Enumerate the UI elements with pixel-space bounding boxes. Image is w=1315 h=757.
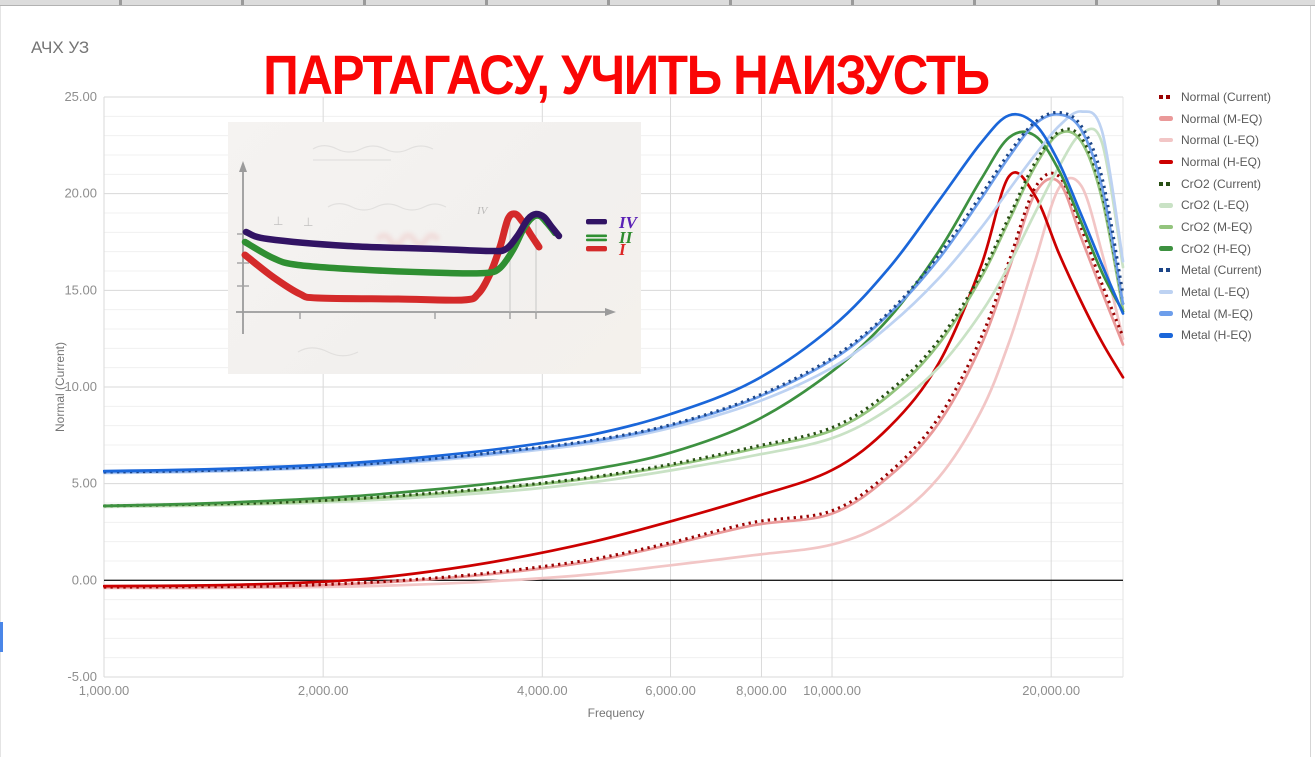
red-ghost-smudge — [375, 232, 441, 248]
y-tick-label: 5.00 — [72, 476, 97, 491]
legend-swatch-solid — [1159, 289, 1173, 295]
legend-item[interactable]: Normal (H-EQ) — [1159, 151, 1309, 173]
left-edge-selection-mark — [0, 622, 3, 652]
y-tick-label: 20.00 — [64, 186, 97, 201]
legend-item-label: Normal (M-EQ) — [1181, 111, 1263, 126]
sketch-legend-numeral: II — [618, 228, 634, 247]
spreadsheet-top-strip — [0, 0, 1315, 6]
legend-swatch-dotted — [1159, 94, 1173, 99]
legend-item[interactable]: Metal (M-EQ) — [1159, 303, 1309, 325]
series-curve-metal-m-eq- — [103, 112, 1125, 474]
x-tick-label: 2,000.00 — [298, 683, 349, 698]
legend-swatch-solid — [1159, 159, 1173, 165]
series-curve-cro2-h-eq- — [103, 130, 1125, 508]
x-tick-label: 8,000.00 — [736, 683, 787, 698]
x-tick-label: 20,000.00 — [1022, 683, 1080, 698]
sketch-legend-dash — [586, 246, 607, 252]
series-curve-metal-h-eq- — [103, 112, 1125, 473]
y-tick-label: 0.00 — [72, 572, 97, 587]
legend-swatch-solid — [1159, 311, 1173, 316]
x-tick-label: 10,000.00 — [803, 683, 861, 698]
chart-container[interactable]: 25.00 20.00 15.00 10.00 5.00 0.00 -5.00 1,000.0… — [0, 6, 1311, 757]
legend-swatch-solid — [1159, 246, 1173, 251]
legend-swatch-dotted — [1159, 268, 1173, 273]
legend-item[interactable]: CrO2 (M-EQ) — [1159, 216, 1309, 238]
legend-item-label: Normal (L-EQ) — [1181, 133, 1260, 148]
pencil-mark: ⊥ — [303, 215, 313, 229]
hand-drawn-sketch-inset[interactable]: IV ⊥ ⊥ IV II I — [228, 122, 641, 374]
y-tick-label: 15.00 — [64, 282, 97, 297]
legend-item-label: Normal (Current) — [1181, 89, 1272, 104]
legend-swatch-solid — [1159, 224, 1173, 230]
legend-item-label: Normal (H-EQ) — [1181, 154, 1261, 169]
legend-item[interactable]: CrO2 (Current) — [1159, 173, 1309, 195]
legend-item-label: Metal (M-EQ) — [1181, 306, 1253, 321]
legend-item-label: CrO2 (H-EQ) — [1181, 241, 1251, 256]
sketch-legend-dash — [586, 234, 607, 238]
legend-item[interactable]: Normal (Current) — [1159, 86, 1309, 108]
legend-item[interactable]: Normal (L-EQ) — [1159, 129, 1309, 151]
legend-item[interactable]: Metal (H-EQ) — [1159, 325, 1309, 347]
x-tick-label: 1,000.00 — [79, 683, 130, 698]
series-curve-normal-h-eq- — [103, 171, 1125, 588]
legend-item-label: CrO2 (Current) — [1181, 176, 1262, 191]
sketch-axes — [236, 161, 616, 334]
legend-item-label: CrO2 (L-EQ) — [1181, 198, 1250, 213]
legend-swatch-solid — [1159, 333, 1173, 338]
sketch-legend-dash — [586, 219, 607, 225]
legend-swatch-solid — [1159, 116, 1173, 121]
series-curve-normal-l-eq- — [103, 176, 1125, 590]
x-axis-title: Frequency — [587, 706, 645, 720]
y-tick-label: 25.00 — [64, 89, 97, 104]
pencil-scribbles — [297, 145, 447, 357]
chart-legend: Normal (Current) Normal (M-EQ) Normal (L-E… — [1159, 86, 1309, 346]
y-tick-label: -5.00 — [67, 669, 97, 684]
faint-numeral-note: IV — [476, 205, 489, 217]
frequency-response-chart: 25.00 20.00 15.00 10.00 5.00 0.00 -5.001,000.0… — [64, 89, 1125, 698]
legend-swatch-solid — [1159, 203, 1173, 208]
legend-item-label: Metal (L-EQ) — [1181, 285, 1250, 300]
x-tick-label: 4,000.00 — [517, 683, 568, 698]
legend-item[interactable]: CrO2 (L-EQ) — [1159, 194, 1309, 216]
y-tick-label: 10.00 — [64, 379, 97, 394]
legend-item-label: Metal (Current) — [1181, 263, 1262, 278]
y-axis-title: Normal (Current) — [53, 341, 68, 433]
legend-item[interactable]: CrO2 (H-EQ) — [1159, 238, 1309, 260]
overlay-title: ПАРТАГАСУ, УЧИТЬ НАИЗУСТЬ — [263, 43, 990, 106]
sketch-legend-numeral: IV — [618, 213, 639, 232]
series-curve-normal-current- — [103, 171, 1125, 589]
sketch-legend-dash — [586, 238, 607, 242]
legend-item[interactable]: Normal (M-EQ) — [1159, 108, 1309, 130]
chart-title: АЧХ УЗ — [31, 38, 90, 57]
series-curve-cro2-m-eq- — [103, 130, 1125, 508]
pencil-mark: ⊥ — [273, 214, 283, 228]
sketch-legend-numeral: I — [618, 240, 627, 259]
legend-item-label: Metal (H-EQ) — [1181, 328, 1252, 343]
legend-item-label: CrO2 (M-EQ) — [1181, 219, 1253, 234]
legend-item[interactable]: Metal (Current) — [1159, 260, 1309, 282]
sketch-curve-i — [241, 210, 543, 304]
series-curve-metal-current- — [103, 110, 1125, 474]
series-curve-cro2-l-eq- — [103, 127, 1125, 509]
legend-swatch-solid — [1159, 137, 1173, 143]
legend-item[interactable]: Metal (L-EQ) — [1159, 281, 1309, 303]
legend-swatch-dotted — [1159, 181, 1173, 186]
sketch-curve-iv — [242, 210, 563, 255]
x-tick-label: 6,000.00 — [645, 683, 696, 698]
